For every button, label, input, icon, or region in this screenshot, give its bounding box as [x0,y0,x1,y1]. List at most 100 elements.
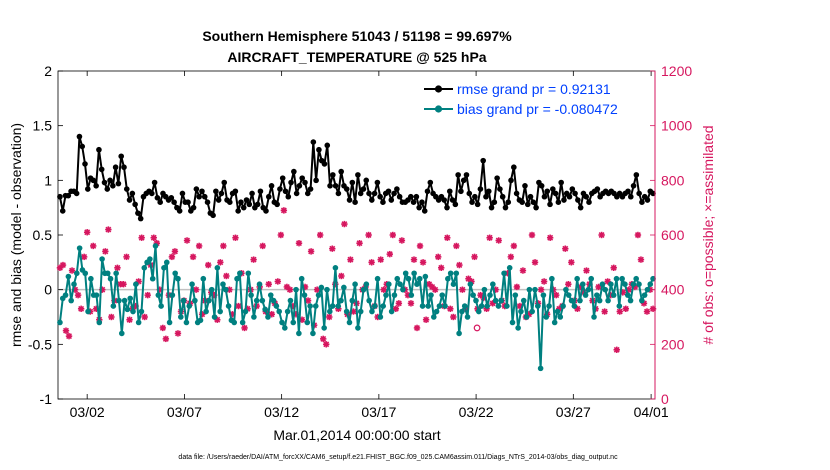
obs-marker [598,231,605,239]
obs-marker [471,253,478,261]
rmse-point [497,186,503,192]
rmse-point [332,183,339,189]
bias-point [492,297,499,304]
obs-marker [453,242,460,250]
bias-point [630,281,637,288]
legend-box [421,79,648,125]
bias-point [419,303,426,309]
bias-point [217,308,223,315]
bias-point [121,297,128,304]
rmse-point [316,146,322,153]
bias-point [523,314,530,320]
bias-point [585,286,592,293]
bias-point [408,292,415,298]
rmse-point [293,190,300,197]
rmse-point [575,197,581,203]
bias-point [118,330,125,337]
obs-marker [265,281,272,288]
obs-marker [513,283,521,291]
bias-point [456,330,462,337]
obs-marker [150,234,157,241]
y-right-tick-label: 0 [661,391,669,407]
rmse-point [257,188,264,195]
bias-point [135,319,142,326]
rmse-point [538,183,545,189]
obs-marker [162,335,170,343]
obs-marker [323,341,330,348]
rmse-point [472,193,478,200]
rmse-point [355,172,361,178]
y-left-tick-label: -0.5 [28,336,52,352]
bias-point [62,292,69,298]
rmse-point [424,188,431,195]
rmse-point [550,186,556,192]
bias-point [267,292,274,298]
rmse-point [594,186,601,192]
bias-point [605,297,611,304]
y-right-tick-label: 200 [661,336,685,352]
bias-point [127,295,134,302]
bias-point [158,303,164,309]
y-right-tick-label: 400 [661,282,685,298]
obs-marker [407,300,415,307]
obs-marker [223,272,230,280]
rmse-point [107,177,113,184]
bias-point [445,275,451,282]
obs-marker [168,253,176,261]
rmse-point [502,204,509,211]
bias-point [433,308,440,315]
bias-point [88,275,94,282]
rmse-point [547,201,553,208]
rmse-point [524,201,531,208]
rmse-point [469,199,475,205]
bias-point [138,308,145,315]
rmse-point [190,204,197,211]
legend-bias-label: bias grand pr = -0.080472 [457,101,618,117]
rmse-point [321,161,328,167]
obs-marker [123,253,130,261]
bias-point [279,319,285,326]
bias-point [543,314,550,320]
rmse-point [90,177,97,184]
rmse-point [115,180,122,187]
bias-point [518,308,524,315]
bias-point [636,281,642,288]
obs-marker [531,259,539,266]
rmse-point [243,197,250,203]
obs-marker [102,248,109,255]
obs-marker [217,259,224,266]
rmse-point [449,197,456,203]
rmse-point [552,190,559,197]
bias-point [296,330,302,337]
bias-point [414,281,420,288]
rmse-point [577,204,584,211]
rmse-point [98,166,105,173]
rmse-point [254,201,261,208]
bias-point [71,281,77,288]
y-left-tick-label: 0 [44,282,52,298]
rmse-point [346,197,353,203]
bias-point [186,303,193,309]
rmse-point [522,183,528,189]
obs-marker [235,302,242,310]
rmse-point [544,188,551,195]
rmse-point [232,188,239,195]
obs-marker [643,308,651,315]
obs-marker [195,242,203,250]
obs-marker [622,305,630,312]
rmse-point [463,172,470,178]
rmse-point [171,199,177,205]
bias-point [312,303,319,309]
rmse-point [59,208,66,214]
bias-point [639,297,645,304]
rmse-point [558,179,564,186]
y-left-tick-label: 2 [44,63,52,79]
rmse-point [235,208,241,214]
bias-point [450,281,457,288]
bias-point [130,308,136,315]
bias-point [107,275,114,282]
bias-point [475,308,482,315]
rmse-point [302,179,308,186]
bias-point [641,292,648,298]
bias-point [380,303,387,309]
